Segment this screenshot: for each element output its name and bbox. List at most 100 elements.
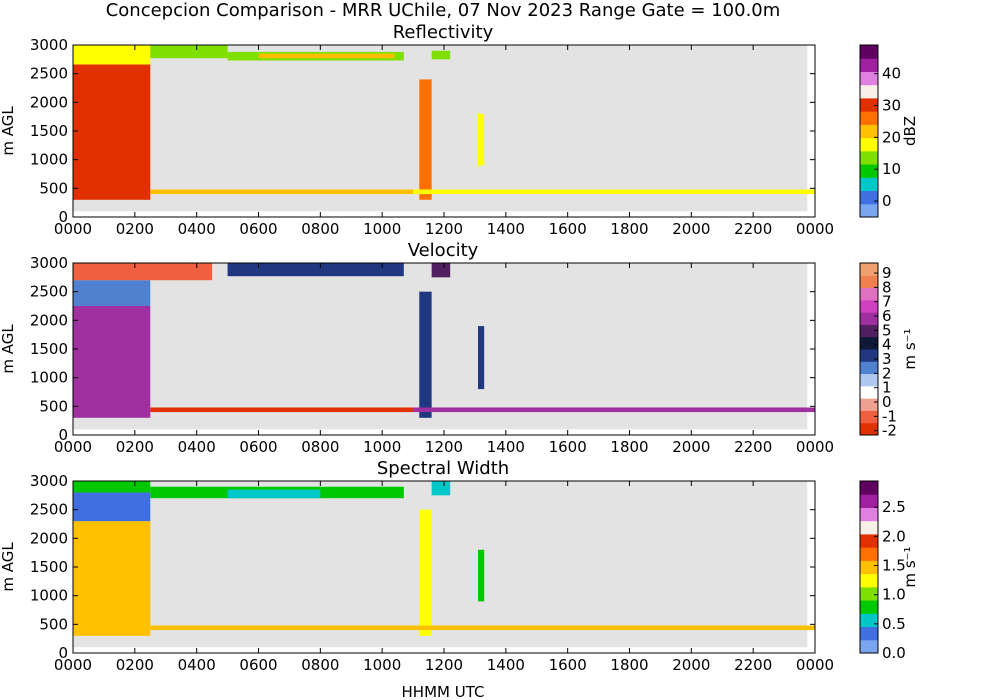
x-tick-label: 1400	[487, 220, 525, 238]
colorbar-segment	[860, 275, 878, 289]
x-tick-label: 0800	[301, 656, 339, 674]
x-tick-label: 0400	[178, 438, 216, 456]
y-tick-label: 0	[58, 208, 68, 226]
x-tick-label: 2200	[734, 656, 772, 674]
colorbar-segment	[860, 287, 878, 301]
colorbar-frame	[859, 480, 879, 654]
colorbar-segment	[860, 203, 878, 218]
heatmap-cell	[150, 407, 414, 413]
x-tick-label: 0000	[54, 220, 92, 238]
heatmap-cell	[73, 280, 151, 306]
heatmap-cell	[73, 481, 151, 493]
colorbar-tick-label: 0	[882, 393, 892, 411]
colorbar-tick-label: 0.5	[882, 615, 906, 633]
x-axis-label: HHMM UTC	[402, 683, 485, 700]
colorbar-segment	[860, 312, 878, 325]
heatmap-cell	[227, 489, 321, 499]
colorbar-segment	[860, 494, 878, 508]
heatmap-cell	[73, 492, 151, 522]
y-tick-label: 1500	[30, 340, 68, 358]
panel-3: Spectral Width m AGL 0 500 1000 1500 2000 2500 3…	[0, 458, 919, 674]
heatmap-cell	[419, 509, 432, 636]
y-tick-label: 1000	[30, 369, 68, 387]
heatmap-cell	[413, 189, 815, 195]
colorbar-segment	[860, 560, 878, 575]
colorbar-tick-label: 4	[882, 336, 892, 354]
colorbar-segment	[860, 190, 878, 205]
heatmap-cell	[431, 481, 451, 496]
x-tick-label: 0000	[54, 438, 92, 456]
heatmap-cell	[73, 64, 151, 200]
y-tick-label: 1000	[30, 151, 68, 169]
colorbar-segment	[860, 547, 878, 561]
x-tick-label: 1200	[425, 438, 463, 456]
x-tick-label: 2200	[734, 438, 772, 456]
colorbar-tick-label: 5	[882, 321, 892, 339]
colorbar-tick-label: -1	[882, 407, 897, 425]
x-tick-label: 1400	[487, 438, 525, 456]
x-tick-label: 1600	[549, 220, 587, 238]
x-tick-label: 0000	[54, 656, 92, 674]
heatmap-cell	[73, 306, 151, 418]
colorbar-segment	[860, 124, 878, 139]
x-tick-label: 1800	[610, 220, 648, 238]
heatmap-cell	[150, 625, 815, 631]
x-tick-label: 1200	[425, 220, 463, 238]
heatmap-cell	[150, 189, 414, 195]
heatmap-cell	[419, 291, 432, 418]
x-tick-label: 0800	[301, 438, 339, 456]
heatmap-cell	[478, 326, 485, 390]
x-tick-label: 1000	[363, 438, 401, 456]
colorbar-tick-label: 9	[882, 264, 892, 282]
colorbar-segment	[860, 639, 878, 654]
y-tick-label: 0	[58, 426, 68, 444]
x-tick-label: 0400	[178, 220, 216, 238]
y-tick-label: 1000	[30, 587, 68, 605]
y-tick-label: 2500	[30, 501, 68, 519]
x-tick-label: 1800	[610, 438, 648, 456]
colorbar-tick-label: 2.5	[882, 498, 906, 516]
colorbar-label: m s⁻¹	[901, 546, 919, 587]
x-tick-label: 0200	[116, 656, 154, 674]
colorbar-segment	[860, 336, 878, 350]
heatmap-cell	[227, 263, 404, 277]
colorbar-segment	[860, 111, 878, 125]
heatmap-cell	[478, 113, 485, 166]
colorbar-segment	[860, 586, 878, 601]
missing-data-area	[73, 481, 808, 648]
heatmap-cell	[73, 521, 151, 636]
colorbar-segment	[860, 600, 878, 614]
heatmap-cell	[431, 263, 451, 278]
y-tick-label: 2000	[30, 311, 68, 329]
colorbar-segment	[860, 520, 878, 535]
colorbar-segment	[860, 164, 878, 178]
colorbar-tick-label: 2	[882, 364, 892, 382]
colorbar-frame	[859, 44, 879, 218]
colorbar-segment	[860, 385, 878, 399]
y-tick-label: 0	[58, 644, 68, 662]
missing-data-area	[73, 45, 808, 212]
x-tick-label: 1000	[363, 220, 401, 238]
x-tick-label: 1400	[487, 656, 525, 674]
heatmap-cell	[150, 45, 228, 59]
colorbar-segment	[860, 398, 878, 411]
colorbar-label: dBZ	[901, 116, 919, 146]
x-tick-label: 2000	[672, 220, 710, 238]
panel-title: Reflectivity	[393, 22, 494, 43]
panel-title: Spectral Width	[377, 458, 509, 479]
colorbar-segment	[860, 177, 878, 192]
x-tick-label: 0600	[239, 438, 277, 456]
colorbar-tick-label: 1.5	[882, 557, 906, 575]
colorbar-segment	[860, 481, 878, 495]
colorbar-segment	[860, 45, 878, 59]
y-axis-label: m AGL	[0, 324, 17, 374]
colorbar-segment	[860, 613, 878, 628]
colorbar-segment	[860, 84, 878, 99]
colorbar-segment	[860, 507, 878, 522]
panel-title: Velocity	[408, 240, 479, 261]
heatmap-cell	[478, 549, 485, 602]
